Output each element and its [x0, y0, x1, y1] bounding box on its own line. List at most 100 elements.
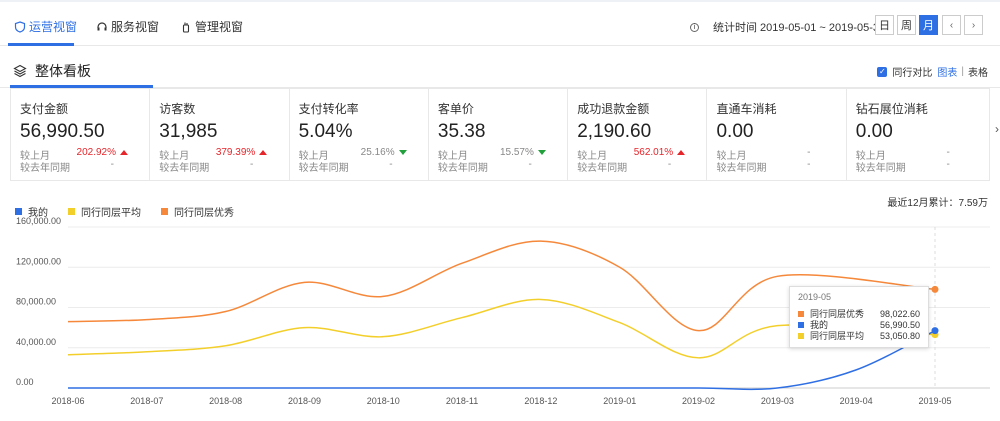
- x-tick-label: 2018-11: [446, 396, 478, 406]
- metric-card[interactable]: 直通车消耗 0.00 较上月 - 较去年同期 -: [707, 89, 847, 180]
- mom-label: 较上月: [855, 151, 886, 162]
- metric-card[interactable]: 支付转化率 5.04% 较上月 25.16% 较去年同期 -: [290, 89, 429, 180]
- yoy-row: 较去年同期 -: [716, 159, 836, 174]
- yoy-label: 较去年同期: [159, 163, 210, 174]
- tooltip-swatch: [798, 310, 804, 317]
- series-line: [68, 329, 936, 391]
- mom-value: -: [946, 147, 950, 158]
- metric-value: 0.00: [855, 121, 893, 142]
- prev-period-button[interactable]: ‹: [942, 15, 961, 35]
- info-icon[interactable]: i: [690, 22, 699, 32]
- x-tick-label: 2018-12: [524, 396, 557, 406]
- top-border: [0, 0, 1000, 2]
- tab-service[interactable]: 服务视窗: [96, 18, 159, 35]
- legend-label: 同行同层优秀: [174, 208, 234, 219]
- period-selector: 日 周 月 ‹ ›: [875, 15, 983, 35]
- tab-operations[interactable]: 运营视窗: [14, 18, 77, 35]
- metric-card[interactable]: 钻石展位消耗 0.00 较上月 - 较去年同期 -: [847, 89, 986, 180]
- panel-title: 整体看板: [13, 61, 91, 81]
- x-tick-label: 2019-05: [918, 396, 951, 406]
- legend-label: 同行同层平均: [81, 208, 141, 219]
- x-tick-label: 2018-09: [288, 396, 321, 406]
- cards-next-button[interactable]: ›: [995, 122, 999, 136]
- metric-name: 支付金额: [20, 102, 69, 116]
- tab-management[interactable]: 管理视窗: [180, 18, 243, 35]
- metric-value: 0.00: [716, 121, 754, 142]
- mom-value: -: [807, 147, 811, 158]
- view-separator: |: [961, 66, 964, 77]
- mom-label: 较上月: [577, 151, 608, 162]
- tooltip-swatch: [798, 321, 804, 328]
- mom-row: 较上月 25.16%: [299, 147, 419, 162]
- x-tick-label: 2018-06: [51, 396, 84, 406]
- period-week-button[interactable]: 周: [897, 15, 916, 35]
- trend-chart[interactable]: 0.00 40,000.00 80,000.00 120,000.00 160,000.…: [0, 215, 1000, 421]
- panel-header: 整体看板: [0, 52, 1000, 88]
- next-period-button[interactable]: ›: [964, 15, 983, 35]
- active-card-indicator: [10, 85, 153, 88]
- yoy-value: -: [667, 159, 672, 170]
- period-month-button[interactable]: 月: [919, 15, 938, 35]
- yoy-row: 较去年同期 -: [438, 159, 558, 174]
- peer-compare-checkbox[interactable]: ✓: [877, 66, 888, 77]
- yoy-value: -: [528, 159, 532, 170]
- legend-item-mine[interactable]: 我的: [15, 204, 48, 219]
- layers-icon: [13, 64, 27, 78]
- legend-swatch: [15, 208, 22, 215]
- yoy-value: -: [946, 159, 950, 170]
- tab-label: 管理视窗: [195, 20, 244, 34]
- x-tick-label: 2018-10: [367, 396, 400, 406]
- tooltip-label: 我的: [810, 320, 829, 330]
- period-day-button[interactable]: 日: [875, 15, 894, 35]
- mom-row: 较上月 202.92%: [20, 147, 140, 162]
- metric-card[interactable]: 支付金额 56,990.50 较上月 202.92% 较去年同期 -: [11, 89, 151, 180]
- metric-card[interactable]: 客单价 35.38 较上月 15.57% 较去年同期 -: [429, 89, 569, 180]
- arrow-down-icon: [398, 150, 407, 155]
- yoy-label: 较去年同期: [855, 163, 906, 174]
- y-tick-label: 120,000.00: [16, 256, 61, 266]
- x-tick-label: 2018-08: [209, 396, 242, 406]
- metric-card[interactable]: 访客数 31,985 较上月 379.39% 较去年同期 -: [150, 89, 290, 180]
- metric-card[interactable]: 成功退款金额 2,190.60 较上月 562.01% 较去年同期 -: [568, 89, 708, 180]
- metric-value: 56,990.50: [20, 121, 105, 142]
- yoy-row: 较去年同期 -: [856, 159, 976, 174]
- arrow-down-icon: [537, 150, 546, 155]
- tooltip-value: 98,022.60: [879, 308, 920, 319]
- top-nav: 运营视窗 服务视窗 管理视窗 i 统计时间 2019-05-01 ~ 2019-…: [0, 0, 1000, 46]
- mom-value: 15.57%: [500, 147, 546, 158]
- tooltip-row: 同行同层优秀 98,022.60: [798, 308, 920, 319]
- arrow-up-icon: [120, 150, 128, 155]
- view-table-link[interactable]: 表格: [968, 68, 988, 79]
- legend-swatch: [68, 208, 75, 215]
- metric-value: 35.38: [437, 121, 486, 142]
- legend-item-peer-excellent[interactable]: 同行同层优秀: [161, 204, 234, 219]
- y-tick-label: 40,000.00: [16, 337, 56, 347]
- mom-value: 562.01%: [634, 147, 686, 158]
- view-chart-link[interactable]: 图表: [937, 68, 958, 79]
- tooltip-row: 同行同层平均 53,050.80: [798, 330, 920, 341]
- stat-time-text: 统计时间 2019-05-01 ~ 2019-05-31: [713, 22, 886, 34]
- series-line: [67, 240, 936, 332]
- yoy-label: 较去年同期: [577, 163, 628, 174]
- legend-label: 我的: [28, 208, 48, 219]
- yoy-row: 较去年同期 -: [299, 159, 419, 174]
- yoy-label: 较去年同期: [298, 163, 349, 174]
- shield-icon: [14, 20, 26, 33]
- metric-value: 5.04%: [298, 121, 353, 142]
- metric-name: 成功退款金额: [577, 102, 650, 116]
- yoy-row: 较去年同期 -: [159, 159, 279, 174]
- y-tick-label: 80,000.00: [16, 297, 56, 307]
- x-tick-label: 2019-01: [603, 396, 636, 406]
- x-tick-label: 2019-02: [682, 396, 715, 406]
- yoy-label: 较去年同期: [20, 163, 70, 174]
- tab-label: 服务视窗: [111, 20, 160, 34]
- y-tick-label: 0.00: [16, 377, 34, 387]
- mom-row: 较上月 562.01%: [577, 147, 697, 162]
- yoy-value: -: [110, 159, 114, 170]
- panel-title-text: 整体看板: [35, 63, 91, 79]
- peer-compare-label: 同行对比: [892, 68, 933, 79]
- metric-value: 2,190.60: [577, 121, 652, 142]
- legend-swatch: [161, 208, 168, 215]
- thumb-icon: [182, 22, 190, 33]
- legend-item-peer-average[interactable]: 同行同层平均: [68, 204, 141, 219]
